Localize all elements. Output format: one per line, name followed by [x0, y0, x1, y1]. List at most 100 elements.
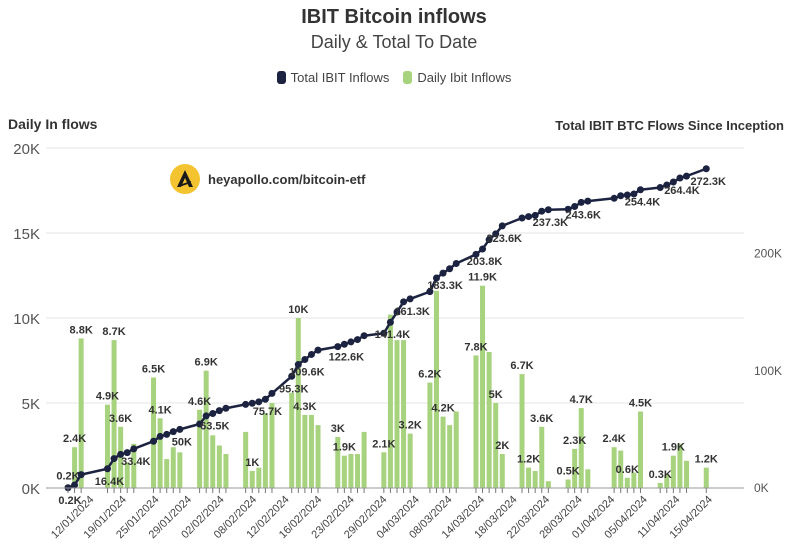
- daily-bar: [348, 454, 354, 488]
- total-point: [294, 361, 302, 369]
- total-line-labels: 0.2K 16.4K 33.4K 50K 63.5K 75.7K 95.3K 109.6K 12…: [58, 176, 726, 507]
- daily-bar-label: 6.7K: [510, 360, 533, 372]
- daily-bar-label: 2.1K: [372, 438, 395, 450]
- total-point: [110, 455, 118, 463]
- total-point: [426, 288, 434, 296]
- daily-bar: [486, 352, 492, 488]
- daily-bar-label: 3.2K: [399, 420, 422, 432]
- daily-bar: [151, 377, 157, 488]
- left-axis-title: Daily In flows: [8, 116, 98, 132]
- total-point-label: 122.6K: [329, 351, 365, 363]
- daily-bar-label: 0.3K: [649, 469, 672, 481]
- daily-bar: [355, 454, 361, 488]
- daily-bar: [72, 447, 78, 488]
- daily-bar: [427, 382, 433, 488]
- total-point-label: 141.4K: [375, 329, 411, 341]
- daily-bar-label: 4.7K: [570, 394, 593, 406]
- daily-bar-label: 7.8K: [464, 341, 487, 353]
- total-point: [531, 211, 539, 219]
- daily-bar: [473, 355, 479, 488]
- daily-bar: [657, 482, 663, 488]
- left-tick-label: 0K: [22, 481, 40, 498]
- total-point: [314, 346, 322, 354]
- total-point: [676, 174, 684, 182]
- watermark-text: heyapollo.com/bitcoin-etf: [208, 171, 366, 187]
- daily-bar: [684, 460, 690, 488]
- total-point: [617, 192, 625, 200]
- daily-bar: [447, 425, 453, 488]
- daily-bar-label: 6.9K: [195, 357, 218, 369]
- total-point: [288, 372, 296, 380]
- total-point: [432, 274, 440, 282]
- daily-bar: [519, 374, 525, 488]
- legend-label-total: Total IBIT Inflows: [290, 70, 390, 85]
- total-point: [623, 191, 631, 199]
- total-point: [636, 186, 644, 194]
- daily-bar: [545, 481, 551, 488]
- total-point: [544, 206, 552, 214]
- daily-bar-label: 4.5K: [629, 398, 652, 410]
- daily-bar: [197, 409, 203, 488]
- daily-bar: [526, 467, 532, 488]
- total-point: [255, 398, 263, 406]
- total-point: [334, 343, 342, 351]
- daily-bar: [262, 413, 268, 488]
- daily-bar: [164, 459, 170, 488]
- daily-bar: [637, 411, 643, 488]
- watermark: heyapollo.com/bitcoin-etf: [170, 164, 365, 194]
- daily-bar: [341, 455, 347, 488]
- daily-bar: [611, 447, 617, 488]
- total-point: [400, 298, 408, 306]
- total-point: [202, 412, 210, 420]
- daily-bar: [407, 433, 413, 488]
- daily-bar-label: 3K: [331, 423, 345, 435]
- total-point-label: 243.6K: [565, 209, 601, 221]
- daily-bar-label: 2.4K: [603, 433, 626, 445]
- total-point: [117, 450, 125, 458]
- daily-bar-label: 1K: [245, 457, 259, 469]
- total-point: [77, 471, 85, 479]
- total-point: [630, 190, 638, 198]
- daily-bar: [670, 455, 676, 488]
- daily-bar: [361, 431, 367, 488]
- total-point-label: 161.3K: [394, 306, 430, 318]
- total-point: [261, 395, 269, 403]
- chart-subtitle: Daily & Total To Date: [310, 32, 478, 52]
- daily-bar-labels: 0.2K 2.4K 8.8K 4.9K 8.7K 3.6K 6.5K 4.1K 4.6K 6.9K…: [56, 272, 718, 483]
- total-point: [150, 437, 158, 445]
- daily-bar: [249, 471, 255, 488]
- total-point: [439, 269, 447, 277]
- daily-bar: [401, 340, 407, 488]
- legend-item-daily[interactable]: Daily Ibit Inflows: [403, 70, 511, 85]
- total-point: [196, 420, 204, 428]
- daily-bar: [177, 452, 183, 488]
- total-point-label: 109.6K: [289, 367, 325, 379]
- daily-bar: [572, 448, 578, 488]
- daily-bar-label: 5K: [489, 389, 503, 401]
- total-point: [538, 207, 546, 215]
- daily-bar: [499, 454, 505, 488]
- daily-bar: [111, 340, 117, 488]
- daily-bar: [289, 392, 295, 488]
- total-point-label: 16.4K: [95, 476, 124, 488]
- daily-bar-label: 2.3K: [563, 435, 586, 447]
- total-point: [406, 295, 414, 303]
- daily-bar: [381, 452, 387, 488]
- chart-title: IBIT Bitcoin inflows: [301, 6, 487, 28]
- total-point: [130, 445, 138, 453]
- left-tick-label: 10K: [13, 311, 40, 328]
- total-point: [156, 432, 164, 440]
- total-point: [393, 308, 401, 316]
- total-point-label: 50K: [172, 436, 192, 448]
- total-point: [452, 259, 460, 267]
- left-tick-label: 5K: [22, 396, 40, 413]
- daily-bar: [210, 435, 216, 488]
- daily-bar: [203, 370, 209, 488]
- legend-item-total[interactable]: Total IBIT Inflows: [276, 70, 390, 85]
- total-point: [571, 203, 579, 211]
- daily-bar-label: 1.2K: [517, 454, 540, 466]
- daily-bar: [624, 477, 630, 488]
- total-point-label: 33.4K: [121, 456, 150, 468]
- total-point: [307, 350, 315, 358]
- total-point: [360, 332, 368, 340]
